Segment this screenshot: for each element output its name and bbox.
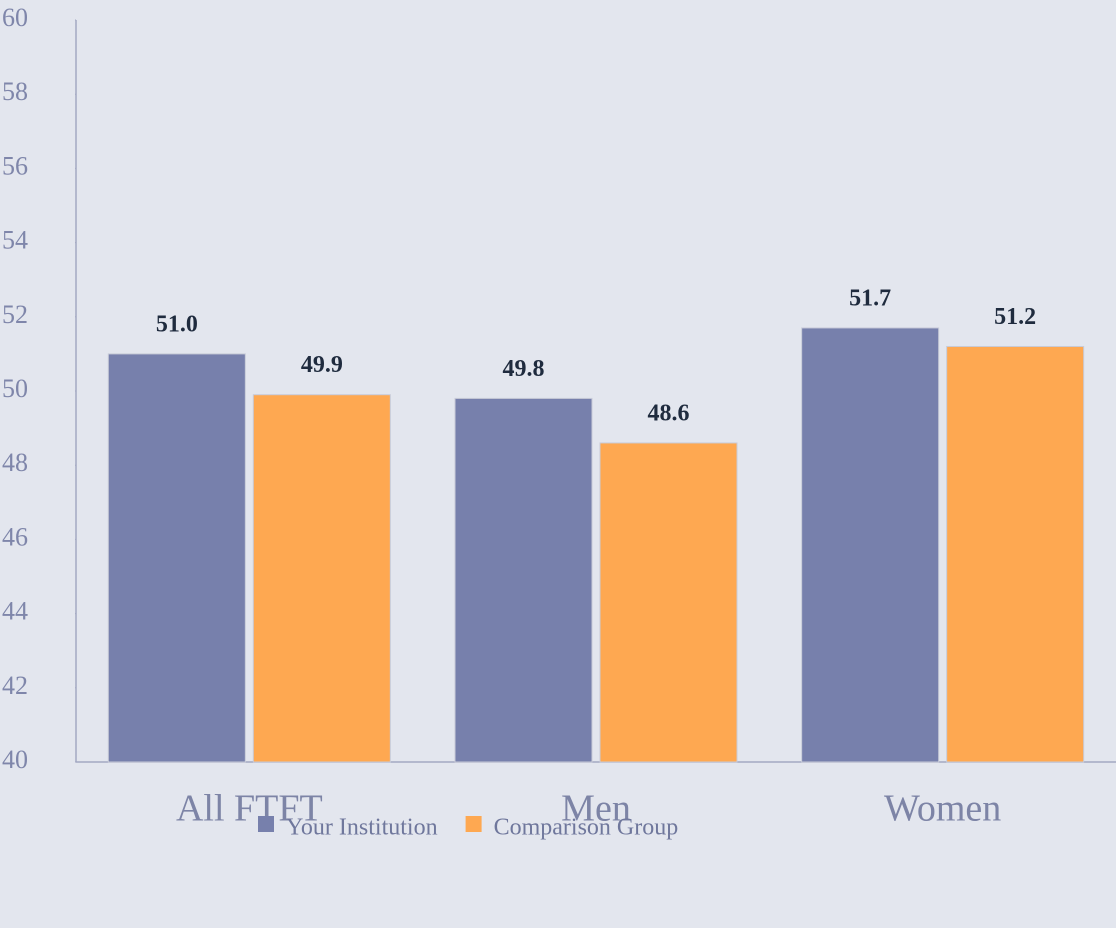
data-label: 51.2: [994, 304, 1036, 330]
y-tick-label: 44: [2, 597, 28, 626]
data-label: 51.0: [156, 311, 198, 337]
legend-label: Your Institution: [286, 815, 438, 841]
y-tick-label: 52: [2, 300, 28, 329]
x-tick-label: Women: [884, 788, 1001, 830]
y-tick-label: 58: [2, 77, 28, 106]
bar: [454, 397, 593, 763]
legend-label: Comparison Group: [494, 815, 679, 841]
y-tick-label: 56: [2, 151, 28, 180]
bar: [801, 327, 940, 763]
x-tick-label: All FTFT: [176, 788, 323, 830]
bar: [252, 394, 391, 763]
y-tick-label: 48: [2, 448, 28, 477]
data-label: 51.7: [849, 285, 891, 311]
y-tick-label: 42: [2, 671, 28, 700]
y-tick-label: 40: [2, 745, 28, 774]
data-label: 49.9: [301, 352, 343, 378]
bar: [946, 345, 1085, 763]
bar: [599, 442, 738, 763]
y-tick-label: 50: [2, 374, 28, 403]
y-tick-label: 60: [2, 3, 28, 32]
data-label: 49.8: [503, 356, 545, 382]
y-tick-label: 46: [2, 522, 28, 551]
legend-swatch: [258, 816, 274, 832]
bar: [107, 353, 246, 763]
data-label: 48.6: [648, 400, 690, 426]
x-tick-label: Men: [561, 788, 631, 830]
y-tick-label: 54: [2, 226, 28, 255]
legend-swatch: [465, 816, 482, 832]
